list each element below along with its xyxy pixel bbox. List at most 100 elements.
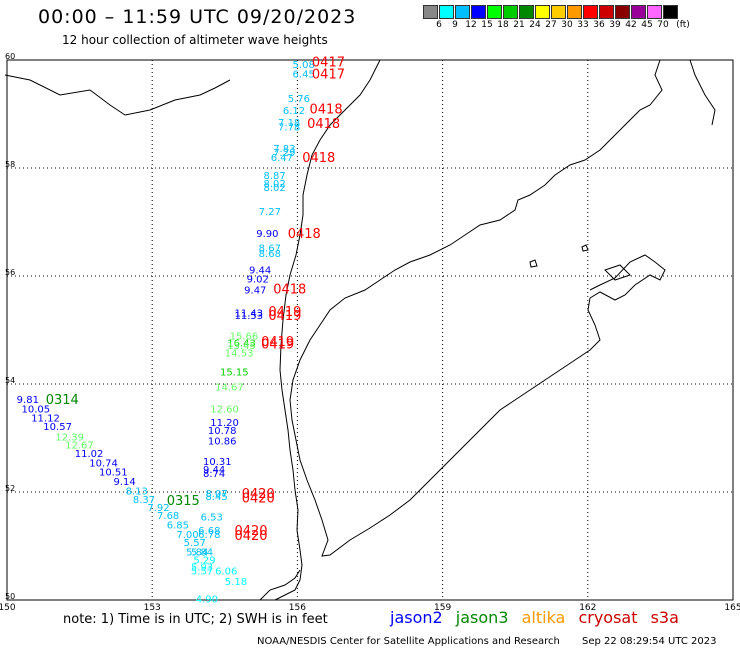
swh-value: 15.66 — [230, 331, 259, 342]
swh-value: 15.45 — [227, 341, 256, 352]
swh-value: 10.86 — [208, 437, 237, 448]
satellite-legend: jason2 jason3 altika cryosat s3a — [390, 608, 687, 627]
sat-s3a: s3a — [650, 608, 679, 627]
chart-title: 00:00 – 11:59 UTC 09/20/2023 — [38, 6, 357, 28]
swh-value: 12.60 — [210, 404, 239, 415]
legend-tick-label: 27 — [545, 20, 557, 30]
swh-value: 9.14 — [113, 477, 135, 488]
legend-tick-label: 24 — [529, 20, 541, 30]
y-tick-label: 56 — [5, 268, 15, 277]
swh-value: 6.53 — [201, 512, 223, 523]
islet-a — [529, 259, 538, 268]
x-tick-label: 150 — [0, 603, 16, 613]
pass-time-label: 0418 — [288, 227, 321, 242]
legend-swatch — [423, 5, 438, 19]
swh-value: 11.20 — [210, 418, 239, 429]
swh-value: 8.45 — [205, 492, 227, 503]
legend-tick-label: 12 — [465, 20, 477, 30]
grid — [6, 59, 734, 601]
swh-value: 10.57 — [43, 422, 72, 433]
swh-value: 8.87 — [264, 171, 286, 182]
swh-value: 7.00 — [176, 530, 198, 541]
swh-points: 5.086.45 5.766.127.187.78 7.837.296.47 8.87… — [17, 60, 315, 606]
x-tick-label: 153 — [144, 603, 161, 613]
swh-value: 10.78 — [208, 426, 237, 437]
legend-swatch — [439, 5, 454, 19]
legend-unit: (ft) — [676, 20, 690, 30]
legend-tick-label: 70 — [657, 20, 669, 30]
pass-time-label: 0420 — [242, 487, 275, 502]
x-tick-label: 162 — [579, 603, 596, 613]
color-legend: 6 9 12 15 18 21 24 27 30 33 36 39 42 45 70 (ft) — [423, 5, 740, 31]
swh-value: 8.68 — [259, 249, 281, 260]
legend-tick-label: 9 — [452, 20, 458, 30]
pass-time-label: 0420 — [234, 524, 267, 539]
swh-value: 5.93 — [191, 563, 213, 574]
pass-time-label: 0419 — [268, 305, 301, 320]
pass-time-label: 0417 — [312, 68, 345, 83]
pass-time-label: 0315 — [167, 494, 200, 509]
swh-value: 10.51 — [99, 467, 128, 478]
swh-value: 8.67 — [259, 243, 281, 254]
legend-swatch — [583, 5, 598, 19]
swh-value: 15.15 — [220, 368, 249, 379]
swh-value: 5.84 — [186, 547, 208, 558]
pass-time-label: 0418 — [307, 117, 340, 132]
legend-swatch — [551, 5, 566, 19]
pass-time-label: 0417 — [312, 56, 345, 71]
swh-value: 11.53 — [234, 311, 263, 322]
legend-swatch — [615, 5, 630, 19]
legend-tick-label: 33 — [577, 20, 589, 30]
swh-value: 7.78 — [278, 122, 300, 133]
pass-time-label: 0418 — [310, 103, 343, 118]
swh-value: 8.74 — [203, 469, 225, 480]
swh-value: 9.47 — [244, 286, 266, 297]
legend-swatch — [663, 5, 678, 19]
legend-tick-label: 15 — [481, 20, 493, 30]
y-tick-label: 58 — [5, 160, 15, 169]
footnote: note: 1) Time is in UTC; 2) SWH is in fe… — [63, 612, 328, 627]
legend-swatch — [535, 5, 550, 19]
footer-timestamp: Sep 22 08:29:54 UTC 2023 — [582, 636, 717, 647]
swh-value: 7.92 — [147, 503, 169, 514]
swh-value: 8.07 — [205, 489, 227, 500]
y-tick-label: 50 — [5, 592, 15, 601]
pass-time-label: 0420 — [234, 529, 267, 544]
swh-value: 8.02 — [264, 183, 286, 194]
swh-value: 5.84 — [191, 547, 213, 558]
swh-value: 8.13 — [126, 486, 148, 497]
legend-tick-label: 39 — [609, 20, 621, 30]
swh-value: 6.68 — [198, 526, 220, 537]
footer-credit: NOAA/NESDIS Center for Satellite Applica… — [257, 636, 560, 647]
pass-time-label: 0419 — [268, 309, 301, 324]
swh-value: 10.74 — [89, 458, 118, 469]
pass-time-label: 0420 — [242, 491, 275, 506]
legend-swatch — [567, 5, 582, 19]
swh-value: 11.43 — [234, 309, 263, 320]
sat-jason3: jason3 — [455, 608, 509, 627]
time-labels: 0417041704180418041804180418041904190419… — [46, 56, 345, 545]
pass-time-label: 0419 — [261, 335, 294, 350]
islet-b — [581, 244, 589, 252]
legend-swatch — [599, 5, 614, 19]
chart-subtitle: 12 hour collection of altimeter wave hei… — [62, 33, 328, 47]
kamchatka-coastline — [289, 59, 666, 557]
swh-value: 5.08 — [293, 60, 315, 71]
legend-swatch — [503, 5, 518, 19]
legend-swatches — [423, 5, 740, 19]
legend-swatch — [471, 5, 486, 19]
swh-value: 12.39 — [55, 432, 84, 443]
swh-value: 11.02 — [75, 449, 104, 460]
pass-time-label: 0418 — [273, 282, 306, 297]
sakhalin-tip — [259, 569, 301, 601]
legend-tick-label: 18 — [497, 20, 509, 30]
swh-value: 5.57 — [184, 538, 206, 549]
x-tick-label: 165 — [724, 603, 740, 613]
x-tick-label: 156 — [289, 603, 306, 613]
swh-value: 7.29 — [273, 148, 295, 159]
swh-value: 16.43 — [227, 338, 256, 349]
legend-swatch — [519, 5, 534, 19]
legend-tick-label: 45 — [641, 20, 653, 30]
swh-value: 6.85 — [167, 520, 189, 531]
legend-labels: 6 9 12 15 18 21 24 27 30 33 36 39 42 45 70 (ft) — [423, 19, 740, 31]
